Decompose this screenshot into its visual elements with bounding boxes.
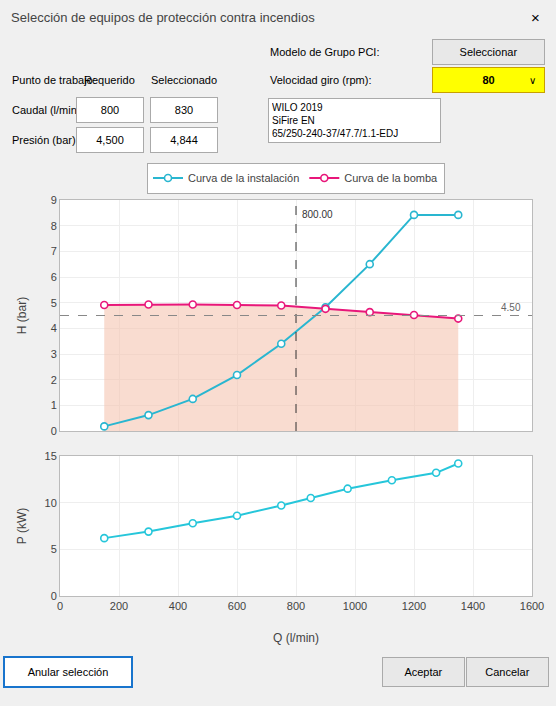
svg-text:400: 400	[169, 600, 187, 612]
svg-text:1: 1	[51, 399, 57, 411]
svg-text:Curva de la instalación: Curva de la instalación	[188, 172, 299, 184]
svg-text:P (kW): P (kW)	[15, 508, 29, 544]
svg-text:0: 0	[51, 590, 57, 602]
svg-text:∨: ∨	[529, 75, 536, 86]
svg-text:4,500: 4,500	[96, 134, 124, 146]
svg-text:Seleccionar: Seleccionar	[460, 46, 518, 58]
svg-text:10: 10	[45, 497, 57, 509]
svg-text:2: 2	[51, 374, 57, 386]
svg-text:4.50: 4.50	[501, 302, 521, 313]
svg-text:WILO 2019SiFire EN65/250-240-3: WILO 2019SiFire EN65/250-240-37/47.7/1.1…	[272, 102, 398, 139]
svg-text:Q (l/min): Q (l/min)	[273, 631, 319, 645]
svg-text:5: 5	[51, 297, 57, 309]
svg-text:Cancelar: Cancelar	[485, 666, 529, 678]
svg-text:H (bar): H (bar)	[15, 297, 29, 334]
svg-text:4: 4	[51, 322, 57, 334]
svg-text:80: 80	[482, 74, 494, 86]
svg-text:800: 800	[101, 104, 119, 116]
svg-text:6: 6	[51, 271, 57, 283]
svg-text:Seleccionado: Seleccionado	[151, 74, 217, 86]
svg-text:1000: 1000	[343, 600, 367, 612]
svg-text:800: 800	[287, 600, 305, 612]
svg-text:600: 600	[228, 600, 246, 612]
svg-text:1400: 1400	[461, 600, 485, 612]
svg-text:×: ×	[531, 9, 540, 26]
svg-text:Velocidad giro (rpm):: Velocidad giro (rpm):	[270, 74, 372, 86]
svg-text:0: 0	[51, 425, 57, 437]
svg-text:7: 7	[51, 245, 57, 257]
svg-text:Selección de equipos de protec: Selección de equipos de protección contr…	[11, 10, 315, 25]
svg-text:Curva de la bomba: Curva de la bomba	[344, 172, 438, 184]
svg-text:Presión (bar):: Presión (bar):	[12, 134, 79, 146]
svg-text:Modelo de Grupo PCI:: Modelo de Grupo PCI:	[270, 46, 379, 58]
svg-text:Requerido: Requerido	[84, 74, 135, 86]
svg-text:830: 830	[175, 104, 193, 116]
svg-text:9: 9	[51, 194, 57, 206]
svg-text:8: 8	[51, 220, 57, 232]
svg-text:Caudal (l/min):: Caudal (l/min):	[12, 104, 84, 116]
svg-text:4,844: 4,844	[170, 134, 198, 146]
svg-text:0: 0	[57, 600, 63, 612]
svg-text:1200: 1200	[402, 600, 426, 612]
svg-text:800.00: 800.00	[302, 209, 333, 220]
svg-text:Anular selección: Anular selección	[28, 666, 109, 678]
svg-text:15: 15	[45, 450, 57, 462]
svg-text:200: 200	[110, 600, 128, 612]
svg-text:Aceptar: Aceptar	[404, 666, 442, 678]
svg-text:3: 3	[51, 348, 57, 360]
svg-text:Punto de trabajo:: Punto de trabajo:	[12, 74, 96, 86]
svg-text:5: 5	[51, 543, 57, 555]
svg-text:1600: 1600	[520, 600, 544, 612]
